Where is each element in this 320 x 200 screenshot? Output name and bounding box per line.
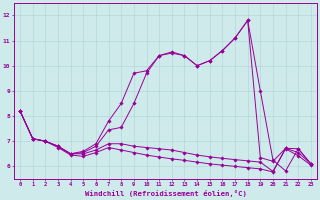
X-axis label: Windchill (Refroidissement éolien,°C): Windchill (Refroidissement éolien,°C)	[84, 190, 246, 197]
